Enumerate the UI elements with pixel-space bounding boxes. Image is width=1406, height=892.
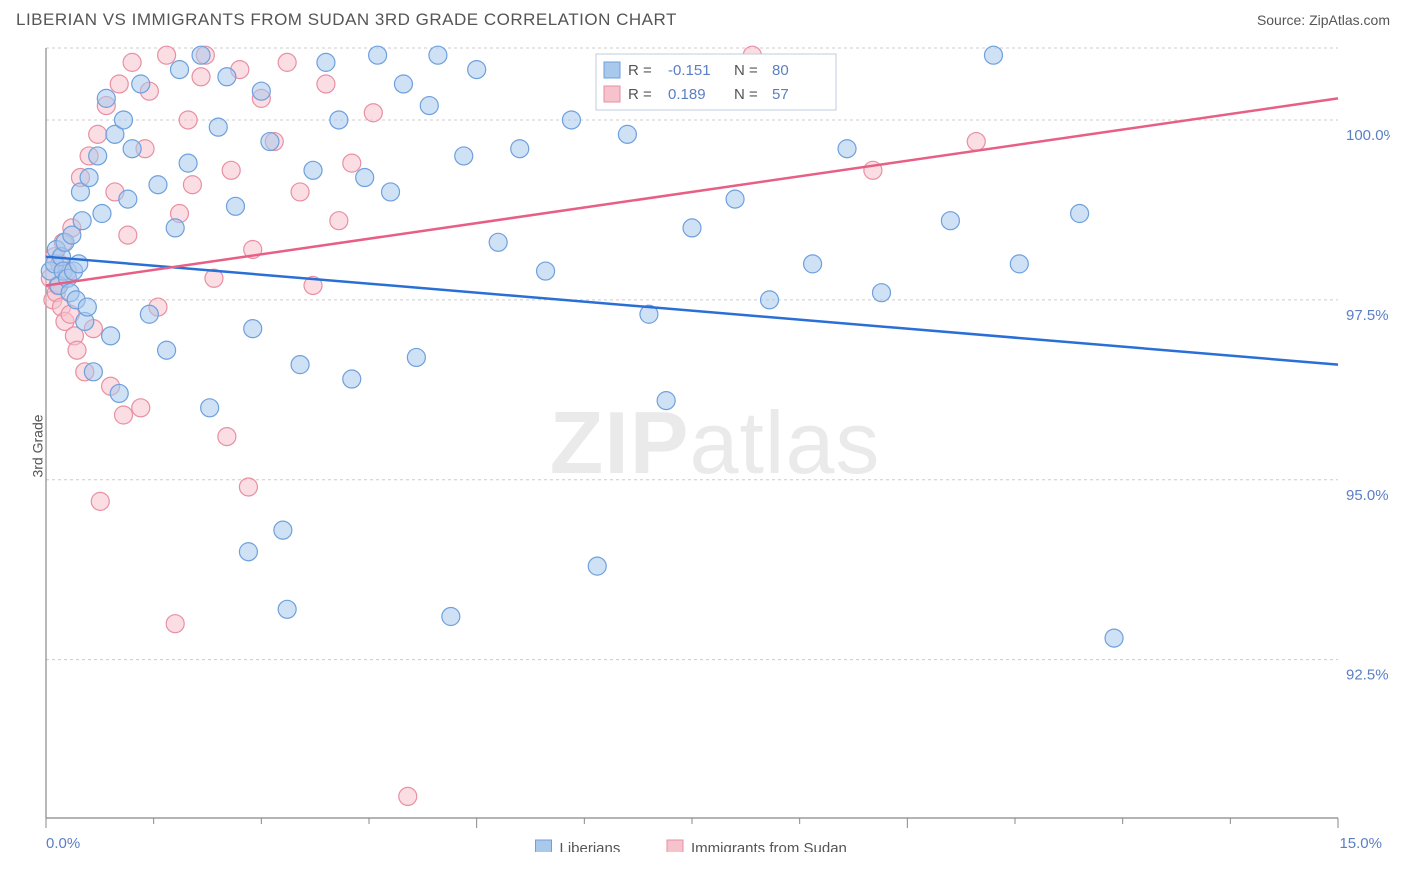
svg-text:97.5%: 97.5% [1346,307,1389,324]
chart-title: LIBERIAN VS IMMIGRANTS FROM SUDAN 3RD GR… [16,10,677,30]
svg-text:R =: R = [628,62,652,79]
plot-wrap: 92.5% 95.0% 97.5% 100.0% 0.0% 15.0% R = -0.151 N… [40,44,1390,852]
svg-text:92.5%: 92.5% [1346,667,1389,684]
svg-text:Liberians: Liberians [560,840,621,852]
svg-text:N =: N = [734,86,758,103]
svg-text:100.0%: 100.0% [1346,127,1390,144]
svg-text:80: 80 [772,62,789,79]
title-bar: LIBERIAN VS IMMIGRANTS FROM SUDAN 3RD GR… [0,0,1406,38]
svg-text:0.0%: 0.0% [46,835,80,852]
chart-container: LIBERIAN VS IMMIGRANTS FROM SUDAN 3RD GR… [0,0,1406,892]
svg-text:95.0%: 95.0% [1346,487,1389,504]
svg-text:0.189: 0.189 [668,86,706,103]
svg-text:Immigrants from Sudan: Immigrants from Sudan [691,840,847,852]
svg-text:-0.151: -0.151 [668,62,711,79]
svg-text:15.0%: 15.0% [1339,835,1382,852]
source-label: Source: ZipAtlas.com [1257,12,1390,28]
svg-text:N =: N = [734,62,758,79]
scatter-plot: 92.5% 95.0% 97.5% 100.0% 0.0% 15.0% R = -0.151 N… [40,44,1390,852]
svg-text:57: 57 [772,86,789,103]
svg-text:R =: R = [628,86,652,103]
